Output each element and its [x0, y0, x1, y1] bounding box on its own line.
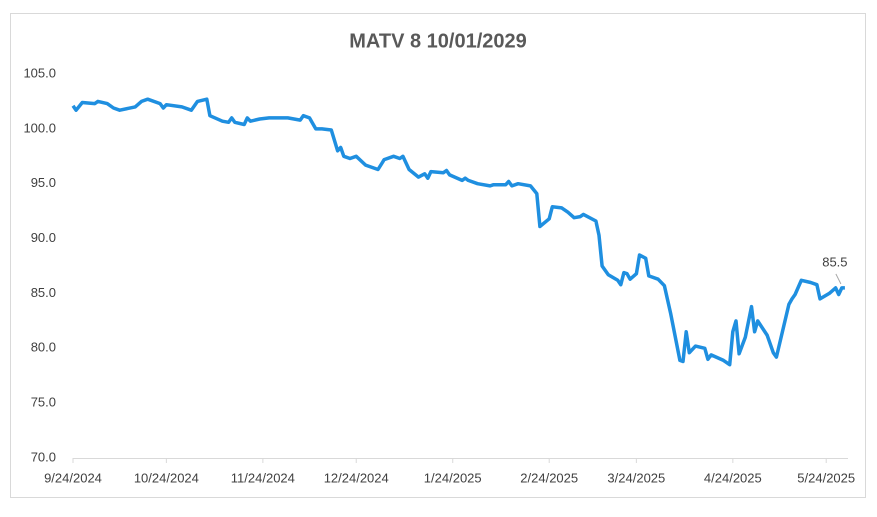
- y-tick-label: 100.0: [23, 120, 56, 135]
- y-tick-label: 85.0: [31, 285, 56, 300]
- y-tick-label: 105.0: [23, 65, 56, 80]
- x-tick-label: 2/24/2025: [520, 470, 578, 485]
- annotation-label: 85.5: [822, 254, 847, 269]
- y-tick-label: 90.0: [31, 230, 56, 245]
- chart-border: [10, 13, 866, 498]
- x-tick-label: 11/24/2024: [231, 470, 295, 485]
- chart-title: MATV 8 10/01/2029: [349, 30, 527, 52]
- y-tick-label: 75.0: [31, 395, 56, 410]
- x-tick-label: 5/24/2025: [797, 470, 855, 485]
- x-tick-label: 1/24/2025: [424, 470, 482, 485]
- x-tick-label: 10/24/2024: [134, 470, 199, 485]
- x-tick-label: 12/24/2024: [324, 470, 389, 485]
- data-line: [71, 97, 845, 367]
- x-tick-label: 3/24/2025: [607, 470, 665, 485]
- y-tick-label: 95.0: [31, 175, 56, 190]
- x-tick-label: 4/24/2025: [704, 470, 762, 485]
- y-tick-label: 80.0: [31, 340, 56, 355]
- x-tick-label: 9/24/2024: [44, 470, 102, 485]
- y-tick-label: 70.0: [31, 449, 56, 464]
- annotation-leader: [835, 273, 842, 285]
